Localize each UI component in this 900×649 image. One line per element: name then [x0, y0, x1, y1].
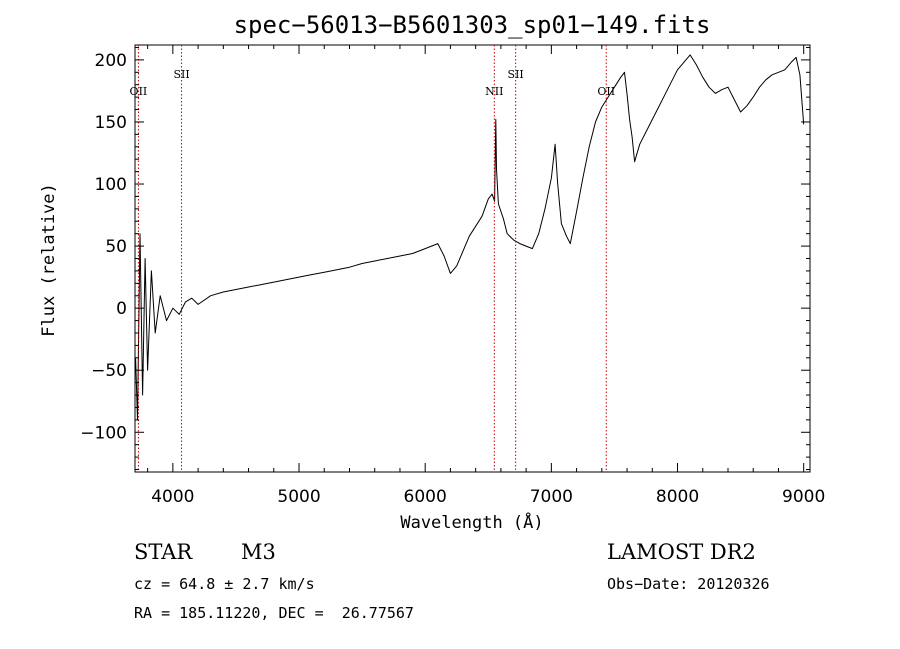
y-tick-label: 0: [116, 299, 127, 319]
spectral-line-label: OII: [597, 85, 615, 98]
x-axis: 4000 5000 6000 7000 8000 9000: [147, 45, 825, 507]
spectral-line-label: SII: [508, 68, 524, 81]
y-tick-label: 150: [95, 113, 127, 133]
y-tick-label: −100: [80, 423, 127, 443]
y-axis-label: Flux (relative): [39, 183, 59, 337]
y-tick-label: 200: [95, 51, 127, 71]
x-tick-label: 6000: [404, 487, 447, 507]
y-axis: −100 −50 0 50 100 150 200: [80, 46, 810, 471]
survey-name: LAMOST DR2: [607, 540, 756, 564]
spectral-line-label: OII: [130, 85, 148, 98]
plot-frame: [134, 44, 811, 473]
plot-area: [134, 44, 811, 473]
spectral-line-label: NII: [485, 85, 503, 98]
y-tick-label: 100: [95, 175, 127, 195]
x-tick-label: 9000: [782, 487, 825, 507]
coordinates: RA = 185.11220, DEC = 26.77567: [134, 604, 414, 622]
spectrum-line: [135, 54, 805, 421]
spectral-line-markers: OII SII NII SII OII: [130, 45, 615, 472]
chart-title: spec−56013−B5601303_sp01−149.fits: [234, 11, 711, 39]
object-subclass: M3: [241, 540, 276, 564]
spectral-line-label: SII: [173, 68, 189, 81]
x-tick-label: 5000: [277, 487, 320, 507]
y-tick-label: 50: [105, 237, 127, 257]
x-axis-label: Wavelength (Å): [400, 511, 543, 533]
redshift-readout: cz = 64.8 ± 2.7 km/s: [134, 575, 315, 593]
object-class: STAR: [134, 540, 193, 564]
x-tick-label: 4000: [151, 487, 194, 507]
y-tick-label: −50: [91, 361, 127, 381]
obs-date: Obs−Date: 20120326: [607, 575, 770, 593]
x-tick-label: 7000: [530, 487, 573, 507]
x-tick-label: 8000: [656, 487, 699, 507]
